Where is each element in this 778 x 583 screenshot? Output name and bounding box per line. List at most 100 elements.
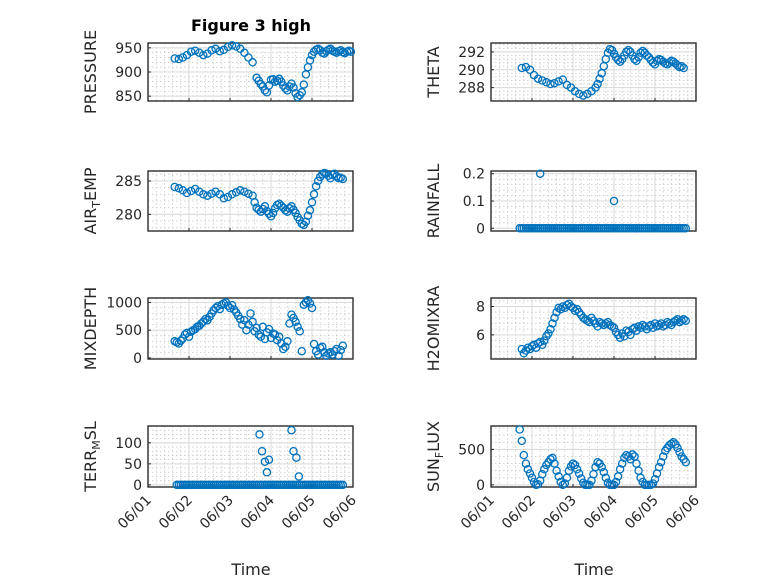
data-point [523, 465, 533, 474]
data-point [552, 466, 561, 475]
x-tick-label: 06/05 [622, 493, 662, 533]
data-point [574, 469, 584, 478]
data-point [667, 439, 676, 448]
data-point [246, 309, 255, 318]
data-point [305, 299, 315, 308]
y-tick-label: 0 [476, 478, 485, 494]
data-point [665, 58, 674, 67]
x-tick-label: 06/03 [197, 493, 237, 533]
data-point [334, 351, 343, 360]
y-tick-label: 0.1 [463, 194, 485, 210]
y-tick-label: 100 [115, 436, 142, 452]
x-tick-label: 06/04 [238, 492, 278, 532]
subplot-mixdepth: 0 500 1000 MIXDEPTH [81, 287, 354, 370]
y-tick-label: 280 [115, 207, 142, 223]
data-point [613, 55, 623, 65]
y-axis-label: SUNFLUX [424, 421, 446, 492]
data-point [283, 337, 292, 346]
x-tick-label: 06/02 [156, 493, 196, 533]
data-point [305, 206, 315, 215]
data-point [292, 453, 301, 462]
data-point [546, 324, 555, 334]
data-point [250, 198, 259, 207]
data-point [223, 192, 233, 202]
data-point [542, 78, 551, 87]
data-point [207, 189, 216, 198]
data-point [254, 330, 263, 339]
data-point [176, 336, 186, 345]
data-point [669, 438, 678, 447]
data-point [538, 340, 547, 350]
data-point [270, 330, 280, 339]
data-point [215, 304, 225, 314]
data-point [281, 206, 290, 215]
data-point [303, 211, 313, 220]
y-tick-label: 950 [115, 41, 142, 57]
axes-frame [147, 425, 354, 488]
data-point [544, 329, 553, 338]
data-point [257, 446, 267, 456]
data-point [675, 447, 684, 457]
y-tick-label: 6 [476, 328, 485, 344]
data-point [174, 54, 184, 64]
x-axis-label-right: Time [573, 560, 613, 579]
data-point [609, 323, 619, 333]
y-tick-label: 0.2 [463, 167, 485, 183]
data-point [585, 317, 594, 327]
x-axis-label-left: Time [230, 560, 270, 579]
y-axis-label: TERRMSL [81, 421, 103, 493]
y-tick-label: 50 [124, 457, 142, 473]
data-point [558, 75, 568, 84]
data-point [186, 47, 196, 56]
data-point [203, 191, 212, 200]
data-point [236, 186, 245, 195]
axes-frame [147, 297, 354, 360]
data-point [525, 65, 535, 75]
data-point [256, 332, 266, 342]
data-point [679, 63, 688, 73]
data-point [517, 63, 527, 73]
data-point [199, 50, 208, 60]
axes-frame [490, 42, 697, 102]
data-point [293, 92, 302, 102]
data-point [346, 47, 356, 56]
data-point [517, 436, 527, 446]
axes-frame [147, 170, 354, 232]
data-point [515, 425, 524, 434]
axes-frame [490, 425, 697, 488]
data-point [597, 462, 606, 472]
data-point [231, 42, 241, 51]
axes-box [147, 425, 354, 488]
x-tick-label: 06/01 [115, 493, 155, 533]
data-point [260, 202, 270, 211]
data-point [279, 344, 288, 354]
data-point [174, 184, 184, 193]
data-point [264, 209, 274, 218]
data-point [646, 480, 656, 490]
data-point [227, 41, 237, 50]
data-point [307, 198, 317, 207]
data-point [178, 53, 188, 62]
y-tick-label: 288 [458, 81, 485, 97]
x-tick-label: 06/05 [279, 493, 319, 533]
y-axis-label: PRESSURE [81, 30, 100, 114]
data-point [293, 322, 302, 332]
data-point [272, 76, 282, 85]
data-point [242, 325, 251, 335]
data-point [338, 174, 348, 184]
subplot-pressure: 850 900 950 PRESSURE [81, 30, 356, 114]
data-point [615, 333, 625, 342]
data-point [572, 465, 582, 474]
data-point [615, 465, 625, 474]
data-point [227, 300, 237, 310]
subplot-air-temp: 280 285 AIRTEMP [81, 167, 354, 235]
data-point [595, 317, 604, 327]
y-axis-label: RAINFALL [424, 164, 443, 239]
data-point [585, 480, 594, 490]
data-point [548, 319, 557, 328]
data-point [207, 46, 216, 55]
data-point [299, 80, 309, 89]
data-point [313, 176, 323, 186]
subplot-theta: 288 290 292 THETA [424, 42, 697, 102]
